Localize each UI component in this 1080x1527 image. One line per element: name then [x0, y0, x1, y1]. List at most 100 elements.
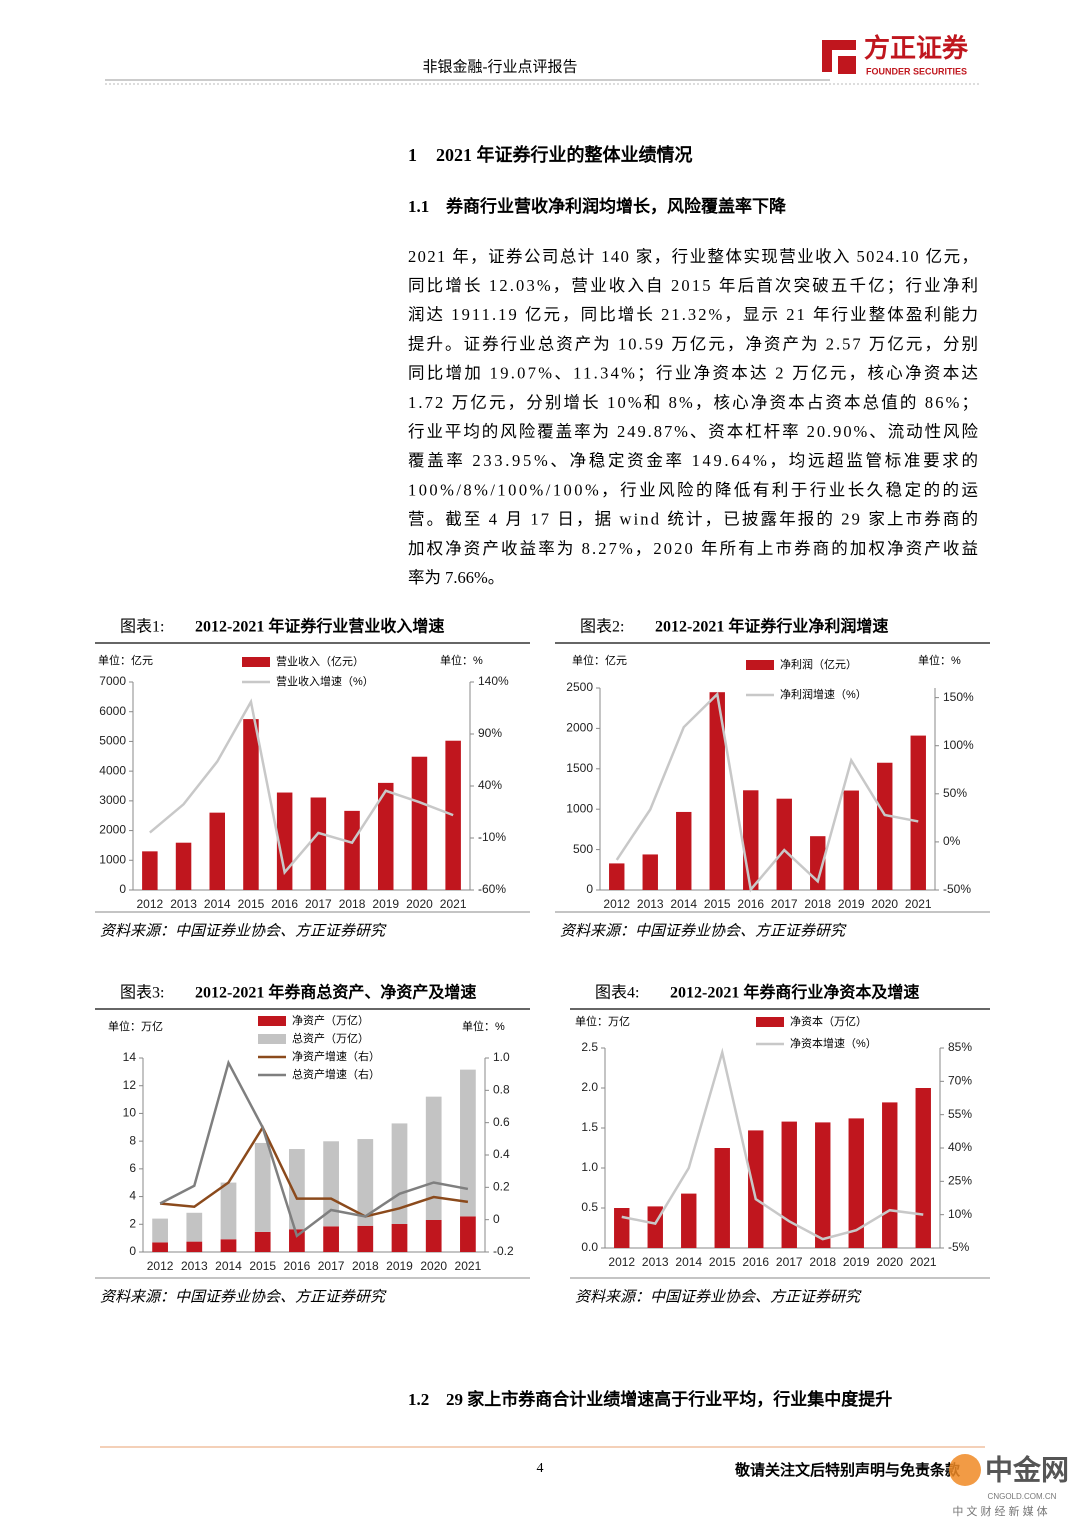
y2-tick-label: 10% — [948, 1207, 972, 1221]
y2-tick-label: -10% — [478, 830, 506, 844]
bar — [910, 735, 926, 890]
y2-tick-label: 55% — [948, 1107, 972, 1121]
y-tick-label: 3000 — [99, 793, 126, 807]
y-tick-label: 1000 — [99, 852, 126, 866]
y-tick-label: 6000 — [99, 704, 126, 718]
x-tick-label: 2021 — [440, 897, 467, 911]
bar — [882, 1102, 898, 1248]
x-tick-label: 2018 — [804, 897, 831, 911]
bar — [714, 1148, 730, 1248]
x-tick-label: 2012 — [608, 1255, 635, 1269]
section-number: 1 — [408, 145, 417, 165]
bar — [152, 1218, 168, 1243]
bar — [254, 1231, 271, 1252]
y2-tick-label: 140% — [478, 674, 509, 688]
y-tick-label: 5000 — [99, 734, 126, 748]
paragraph-line: 营。截至 4 月 17 日，据 wind 统计，已披露年报的 29 家上市券商的 — [408, 510, 978, 529]
subsection-title: 29 家上市券商合计业绩增速高于行业平均，行业集中度提升 — [446, 1389, 892, 1409]
figure-label: 图表1: — [120, 618, 164, 636]
bar — [425, 1219, 442, 1252]
y2-tick-label: 0% — [943, 834, 961, 848]
y-tick-label: 12 — [123, 1078, 137, 1092]
y-tick-label: 0 — [119, 882, 126, 896]
x-tick-label: 2015 — [238, 897, 265, 911]
y2-tick-label: 0.6 — [493, 1115, 510, 1129]
x-tick-label: 2017 — [771, 897, 798, 911]
unit-label: 单位：亿元 — [572, 653, 627, 667]
paragraph-line: 提升。证券行业总资产为 10.59 万亿元，净资产为 2.57 万亿元，分别 — [408, 334, 978, 353]
source: 资料来源：中国证券业协会、方正证券研究 — [100, 922, 387, 939]
x-tick-label: 2020 — [406, 897, 433, 911]
legend-label: 净利润（亿元） — [780, 657, 857, 671]
x-tick-label: 2018 — [339, 897, 366, 911]
y-tick-label: 2000 — [99, 823, 126, 837]
bar — [220, 1239, 237, 1252]
line — [149, 698, 454, 876]
y-tick-label: 2000 — [566, 721, 593, 735]
y2-tick-label: -5% — [948, 1240, 970, 1254]
bar — [357, 1139, 374, 1226]
figure-label: 图表4: — [595, 984, 639, 1002]
logo-mark — [822, 40, 856, 74]
x-tick-label: 2015 — [704, 897, 731, 911]
bar — [391, 1123, 408, 1225]
y-tick-label: 2500 — [566, 680, 593, 694]
figure-title: 2012-2021 年券商总资产、净资产及增速 — [195, 983, 476, 1002]
x-tick-label: 2012 — [603, 897, 630, 911]
x-tick-label: 2020 — [420, 1259, 447, 1273]
line — [615, 691, 919, 893]
subsection-number: 1.2 — [408, 1390, 429, 1409]
legend-label: 总资产（万亿） — [292, 1031, 369, 1045]
unit-label: 单位：% — [918, 653, 961, 667]
y-tick-label: 1.0 — [581, 1160, 598, 1174]
x-tick-label: 2017 — [776, 1255, 803, 1269]
bar — [391, 1224, 408, 1252]
bar — [748, 1130, 764, 1248]
legend-label: 营业收入增速（%） — [276, 674, 374, 688]
legend-swatch — [242, 657, 270, 667]
x-tick-label: 2015 — [249, 1259, 276, 1273]
paragraph-line: 覆盖率 233.95%、净稳定资金率 149.64%，均远超监管标准要求的 — [408, 451, 978, 470]
figure-title: 2012-2021 年证券行业净利润增速 — [655, 617, 888, 636]
x-tick-label: 2021 — [910, 1255, 937, 1269]
y-tick-label: 1.5 — [581, 1120, 598, 1134]
bar — [276, 792, 293, 890]
y2-tick-label: -60% — [478, 882, 506, 896]
y2-tick-label: 0 — [493, 1212, 500, 1226]
x-tick-label: 2015 — [709, 1255, 736, 1269]
watermark-url: CNGOLD.COM.CN — [988, 1492, 1057, 1501]
x-tick-label: 2013 — [170, 897, 197, 911]
legend-swatch — [258, 1016, 286, 1026]
y-tick-label: 7000 — [99, 674, 126, 688]
legend-label: 净资本（万亿） — [790, 1014, 867, 1028]
bar — [877, 762, 893, 890]
y-tick-label: 6 — [129, 1161, 136, 1175]
paragraph-line: 率为 7.66%。 — [408, 568, 504, 587]
bar — [614, 1208, 630, 1248]
subsection-number: 1.1 — [408, 197, 429, 216]
bar — [843, 790, 859, 890]
bar — [425, 1096, 442, 1220]
bar — [776, 798, 792, 890]
bar — [815, 1122, 831, 1248]
bar — [642, 854, 658, 890]
y-tick-label: 2.5 — [581, 1040, 598, 1054]
paragraph-line: 同比增长 12.03%，营业收入自 2015 年后首次突破五千亿；行业净利 — [408, 276, 978, 295]
page-number: 4 — [537, 1461, 544, 1476]
bar — [289, 1149, 305, 1230]
y-tick-label: 2.0 — [581, 1080, 598, 1094]
source: 资料来源：中国证券业协会、方正证券研究 — [560, 922, 847, 939]
header-title: 非银金融-行业点评报告 — [423, 58, 578, 75]
bar — [743, 790, 759, 890]
watermark-sub: 中 文 财 经 新 媒 体 — [952, 1504, 1047, 1518]
bar — [609, 863, 625, 890]
source: 资料来源：中国证券业协会、方正证券研究 — [100, 1288, 387, 1305]
x-tick-label: 2019 — [843, 1255, 870, 1269]
paragraph-line: 加权净资产收益率为 8.27%，2020 年所有上市券商的加权净资产收益 — [408, 539, 978, 558]
x-tick-label: 2012 — [136, 897, 163, 911]
bar — [445, 740, 461, 890]
legend-label: 净资产增速（右） — [292, 1049, 380, 1063]
x-tick-label: 2019 — [386, 1259, 413, 1273]
y2-tick-label: 150% — [943, 690, 974, 704]
